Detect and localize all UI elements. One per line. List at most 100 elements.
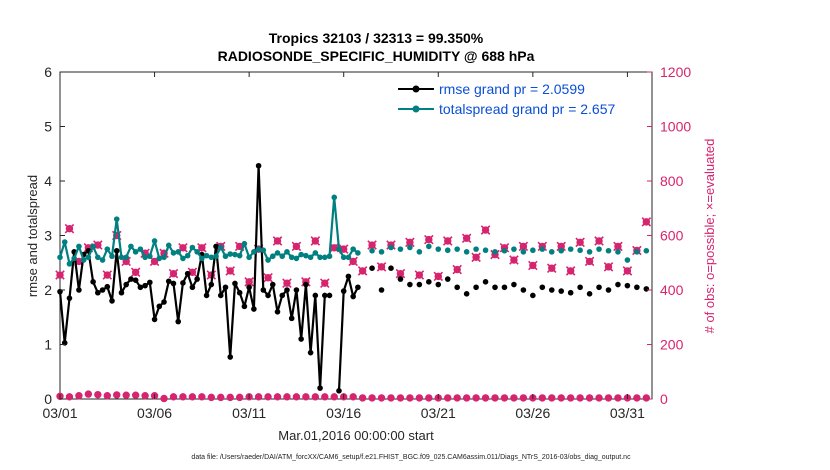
spread-point [255,246,262,252]
data-file-footer: data file: /Users/raeder/DAI/ATM_forcXX/… [191,454,631,461]
obs-baseline-marker [330,393,338,401]
obs-baseline-marker [179,393,187,401]
x-tick-label: 03/26 [515,405,550,421]
obs-baseline-marker [387,394,395,402]
obs-evaluated-marker [565,266,576,276]
legend: rmse grand pr = 2.0599 totalspread grand… [398,81,616,117]
spread-point [95,254,101,261]
obs-evaluated-marker [225,266,235,276]
rmse-point [586,291,593,297]
spread-point [426,243,432,250]
y-tick-label-left: 4 [44,173,52,189]
rmse-point [104,283,111,290]
spread-point [303,252,309,259]
obs-evaluated-marker [433,271,444,282]
spread-point [274,250,281,256]
spread-point [369,247,375,254]
spread-point [118,254,125,261]
spread-point [336,246,342,252]
rmse-point [345,273,352,280]
rmse-point [293,287,300,293]
spread-point [473,246,479,252]
spread-point [241,240,248,247]
rmse-point [151,316,158,323]
rmse-point [388,265,394,272]
rmse-point [454,284,460,291]
obs-baseline-marker [65,393,74,401]
obs-baseline-marker [302,393,310,401]
rmse-point [307,349,314,356]
rmse-point [539,284,546,291]
obs-baseline-marker [500,394,509,402]
obs-evaluated-marker [442,236,453,246]
rmse-point [241,303,248,310]
rmse-point [123,281,129,288]
rmse-point [378,287,385,293]
obs-evaluated-marker [499,242,510,253]
spread-point [208,254,215,261]
rmse-point [312,292,319,299]
chart-title-line2: RADIOSONDE_SPECIFIC_HUMIDITY @ 688 hPa [218,48,535,64]
rmse-point [558,288,565,294]
obs-evaluated-marker [518,241,529,252]
rmse-point [326,292,333,299]
obs-baseline-marker [548,394,556,402]
spread-point [104,246,111,252]
spread-point [482,247,489,254]
obs-baseline-marker [264,393,272,401]
rmse-point [416,281,423,288]
spread-point [99,257,106,263]
rmse-point [246,284,252,291]
legend-rmse-marker [412,85,420,93]
rmse-point [303,281,309,288]
rmse-point [548,287,555,293]
obs-evaluated-marker [395,268,406,279]
obs-baseline-marker [557,394,565,402]
spread-point [558,247,565,254]
rmse-point [66,295,73,301]
spread-point [85,254,92,261]
spread-point [57,254,63,261]
rmse-point [269,281,276,288]
spread-point [596,246,602,252]
plot-area [59,71,653,400]
obs-baseline-marker [84,390,93,398]
x-tick-label: 03/11 [232,405,266,421]
legend-spread-label: totalspread grand pr = 2.657 [439,101,616,117]
spread-point [615,249,621,255]
spread-point [463,249,470,255]
rmse-point [511,281,517,288]
obs-evaluated-marker [546,263,557,273]
obs-evaluated-marker [556,241,566,252]
obs-baseline-marker [207,393,216,402]
rmse-point [251,306,257,312]
y-tick-label-right: 200 [660,337,684,353]
obs-baseline-marker [131,391,140,399]
spread-point [199,255,205,262]
spread-point [161,254,167,261]
rmse-point [435,281,442,288]
spread-point [321,254,328,261]
y-tick-label-right: 1200 [660,64,691,80]
y-tick-label-right: 1000 [660,119,691,135]
spread-point [132,249,139,255]
rmse-point [147,279,153,286]
obs-baseline-marker [510,394,518,402]
spread-point [184,252,191,259]
spread-point [331,194,338,201]
rmse-point [170,280,177,287]
obs-baseline-marker [169,393,178,401]
obs-baseline-marker [585,394,594,402]
spread-point [530,247,536,254]
y-tick-label-left: 0 [44,391,52,407]
spread-point [326,253,333,260]
obs-baseline-marker [311,393,320,401]
spread-point [340,254,347,261]
rmse-point [473,284,479,291]
rmse-point [90,279,96,285]
y-tick-label-right: 800 [660,173,684,189]
spread-point [128,243,134,250]
rmse-point [222,284,229,291]
y-tick-label-left: 3 [44,228,52,244]
spread-point [251,249,257,255]
